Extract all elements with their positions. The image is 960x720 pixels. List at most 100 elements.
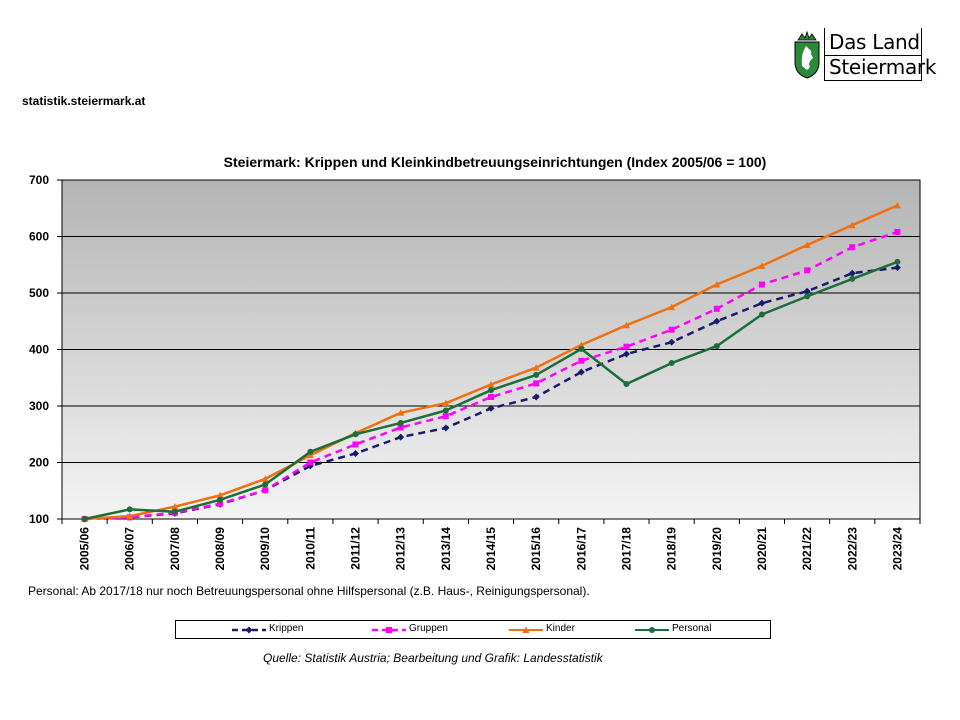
x-tick-label: 2006/07 [123,527,137,571]
point-kinder-1 [126,512,134,520]
point-kinder-10 [532,364,540,371]
point-gruppen-6 [352,441,359,448]
point-personal-12 [623,380,630,387]
y-tick-label: 700 [29,173,49,187]
point-personal-2 [171,508,178,515]
point-krippen-7 [397,433,405,441]
legend-swatch-kinder [509,626,543,633]
point-krippen-10 [532,393,540,401]
point-personal-7 [397,419,404,426]
point-gruppen-18 [894,228,901,235]
chart-title: Steiermark: Krippen und Kleinkindbetreuu… [224,154,767,170]
x-tick-label: 2023/24 [890,527,904,571]
point-kinder-14 [713,281,721,288]
x-tick-label: 2013/14 [439,527,453,571]
y-tick-label: 400 [29,343,49,357]
x-tick-label: 2010/11 [303,527,317,570]
x-tick-label: 2018/19 [665,527,679,571]
point-personal-18 [894,258,901,265]
point-kinder-16 [803,241,811,248]
point-personal-0 [81,516,88,522]
point-gruppen-3 [217,500,224,507]
legend-swatch-personal [635,627,669,633]
point-personal-1 [126,506,133,513]
point-personal-5 [307,448,314,455]
chart-legend: Krippen Gruppen Kinder Personal [175,620,771,639]
point-gruppen-16 [804,267,811,274]
point-personal-13 [668,360,675,367]
y-tick-label: 600 [29,230,49,244]
x-tick-label: 2020/21 [755,527,769,571]
point-personal-6 [352,431,359,438]
point-personal-10 [533,371,540,378]
point-personal-15 [758,311,765,318]
logo-divider [825,55,921,56]
point-krippen-18 [893,264,901,272]
point-gruppen-11 [578,357,585,364]
point-kinder-11 [577,341,585,348]
point-krippen-12 [622,350,630,358]
x-tick-label: 2012/13 [394,527,408,571]
point-kinder-15 [758,262,766,269]
x-tick-label: 2007/08 [168,527,182,571]
line-chart: Steiermark: Krippen und Kleinkindbetreuu… [29,154,921,571]
x-tick-label: 2022/23 [845,527,859,571]
source-note: Quelle: Statistik Austria; Bearbeitung u… [263,651,603,665]
point-krippen-9 [487,404,495,412]
point-gruppen-10 [533,380,540,387]
footnote: Personal: Ab 2017/18 nur noch Betreuungs… [28,584,590,598]
legend-label-gruppen: Gruppen [409,623,448,634]
point-kinder-9 [487,381,495,388]
point-kinder-13 [668,303,676,311]
point-gruppen-12 [623,343,630,350]
x-tick-label: 2021/22 [800,527,814,571]
point-kinder-3 [216,491,224,499]
logo-line2: Steiermark [829,55,937,79]
point-personal-16 [804,293,811,300]
point-krippen-8 [442,424,450,432]
point-gruppen-7 [397,424,404,431]
point-kinder-5 [306,451,314,459]
logo-textbox: Das Land Steiermark [824,28,936,81]
legend-label-krippen: Krippen [269,623,304,634]
legend-swatch-krippen [232,626,266,634]
point-personal-8 [442,407,449,414]
point-krippen-16 [803,287,811,295]
logo-line1: Das Land [829,30,920,54]
das-land-steiermark-logo: Das Land Steiermark [790,28,936,84]
point-krippen-13 [668,338,676,346]
point-personal-3 [217,496,224,503]
point-gruppen-4 [262,487,269,494]
x-tick-label: 2017/18 [619,527,633,571]
coat-of-arms-icon [794,30,820,79]
point-kinder-4 [261,475,269,482]
point-gruppen-8 [442,413,449,420]
x-tick-label: 2008/09 [213,527,227,571]
x-tick-label: 2014/15 [484,527,498,571]
point-kinder-12 [622,321,630,329]
point-krippen-11 [577,368,585,376]
point-kinder-17 [848,221,856,229]
point-kinder-2 [171,503,179,510]
y-tick-label: 100 [29,512,49,526]
point-kinder-18 [893,201,901,209]
point-kinder-8 [442,399,450,407]
point-personal-4 [262,481,269,488]
point-gruppen-9 [488,393,494,400]
point-krippen-15 [758,299,766,307]
point-krippen-6 [352,449,360,457]
y-tick-label: 200 [29,456,49,470]
point-gruppen-17 [849,244,856,251]
point-personal-14 [713,343,720,350]
y-tick-label: 300 [29,399,49,413]
point-personal-9 [488,387,494,394]
point-gruppen-13 [668,326,675,333]
point-gruppen-15 [758,281,765,288]
point-krippen-14 [713,317,721,325]
point-personal-17 [849,275,856,282]
point-krippen-17 [848,269,856,277]
point-kinder-7 [397,409,405,416]
point-gruppen-14 [713,305,720,312]
site-url[interactable]: statistik.steiermark.at [22,94,146,108]
point-personal-11 [578,345,585,352]
